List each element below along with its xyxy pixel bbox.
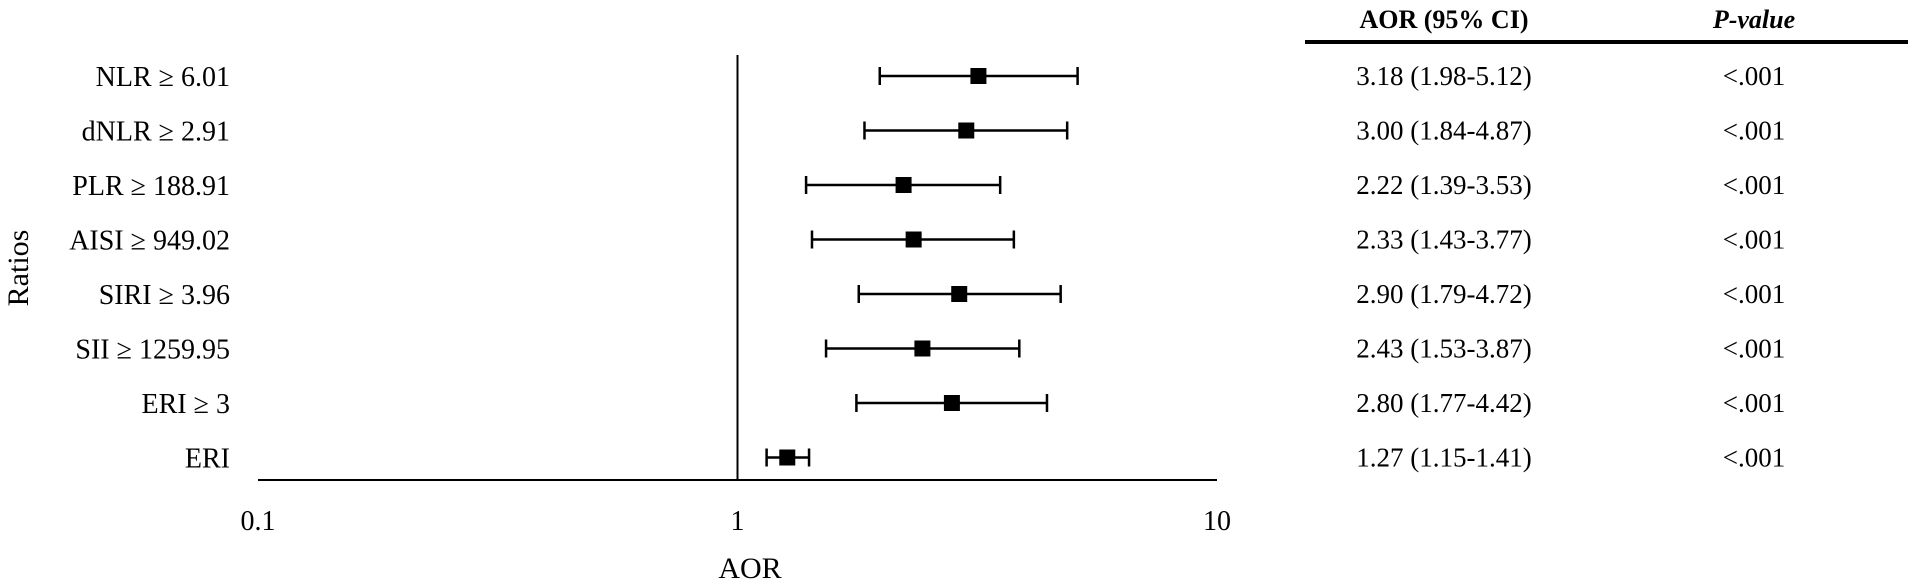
plot-marks: NLR ≥ 6.01 dNLR ≥ 2.91 PLR ≥ 188.91 AISI ≥ …: [69, 62, 1079, 475]
row-label: ERI ≥ 3: [142, 389, 230, 420]
aor-ci-value: 2.80 (1.77-4.42): [1356, 388, 1531, 418]
point-estimate-marker: [905, 231, 922, 248]
table-row: 2.43 (1.53-3.87) <.001: [1356, 334, 1785, 364]
aor-ci-value: 2.33 (1.43-3.77): [1356, 225, 1531, 255]
p-value: <.001: [1723, 61, 1785, 91]
x-tick-label: 10: [1203, 506, 1231, 537]
row-label: AISI ≥ 949.02: [69, 226, 230, 257]
forest-row: PLR ≥ 188.91: [72, 171, 1002, 202]
point-estimate-marker: [943, 395, 960, 411]
x-tick-label: 0.1: [241, 506, 276, 537]
forest-row: SII ≥ 1259.95: [75, 335, 1021, 366]
p-value: <.001: [1723, 170, 1785, 200]
table-row: 2.90 (1.79-4.72) <.001: [1356, 279, 1785, 309]
table-header-aor: AOR (95% CI): [1360, 5, 1529, 34]
y-axis-label: Ratios: [2, 230, 35, 307]
x-tick-label: 1: [731, 506, 745, 537]
point-estimate-marker: [951, 286, 968, 302]
forest-row: ERI ≥ 3: [142, 389, 1049, 420]
aor-ci-value: 2.90 (1.79-4.72): [1356, 279, 1531, 309]
row-label: dNLR ≥ 2.91: [82, 117, 230, 148]
row-label: NLR ≥ 6.01: [96, 62, 230, 93]
row-label: SIRI ≥ 3.96: [99, 280, 230, 311]
x-tick-labels: 0.1 1 10: [241, 506, 1232, 537]
p-value: <.001: [1723, 116, 1785, 146]
table-row: 1.27 (1.15-1.41) <.001: [1356, 443, 1785, 473]
x-axis-label: AOR: [718, 552, 781, 584]
point-estimate-marker: [914, 340, 931, 357]
table-row: 3.18 (1.98-5.12) <.001: [1356, 61, 1785, 91]
p-value: <.001: [1723, 225, 1785, 255]
table-rows: 3.18 (1.98-5.12) <.001 3.00 (1.84-4.87) <.0…: [1356, 61, 1785, 473]
table-header-p-value: P-value: [1712, 5, 1795, 34]
point-estimate-marker: [958, 122, 975, 139]
aor-ci-value: 3.00 (1.84-4.87): [1356, 116, 1531, 146]
aor-ci-value: 2.22 (1.39-3.53): [1356, 170, 1531, 200]
point-estimate-marker: [895, 177, 912, 193]
aor-ci-value: 1.27 (1.15-1.41): [1356, 443, 1531, 473]
point-estimate-marker: [779, 449, 796, 466]
forest-row: ERI: [185, 444, 811, 475]
aor-ci-value: 2.43 (1.53-3.87): [1356, 334, 1531, 364]
results-table: AOR (95% CI) P-value: [1305, 5, 1908, 44]
p-value: <.001: [1723, 388, 1785, 418]
point-estimate-marker: [970, 68, 987, 84]
row-label: PLR ≥ 188.91: [72, 171, 230, 202]
aor-ci-value: 3.18 (1.98-5.12): [1356, 61, 1531, 91]
p-value: <.001: [1723, 279, 1785, 309]
forest-row: dNLR ≥ 2.91: [82, 117, 1069, 148]
table-row: 2.22 (1.39-3.53) <.001: [1356, 170, 1785, 200]
forest-row: AISI ≥ 949.02: [69, 226, 1016, 257]
row-label: SII ≥ 1259.95: [75, 335, 230, 366]
table-row: 3.00 (1.84-4.87) <.001: [1356, 116, 1785, 146]
forest-row: SIRI ≥ 3.96: [99, 280, 1062, 311]
plot-axes: AOR Ratios: [2, 55, 1217, 584]
forest-row: NLR ≥ 6.01: [96, 62, 1079, 93]
table-row: 2.33 (1.43-3.77) <.001: [1356, 225, 1785, 255]
table-row: 2.80 (1.77-4.42) <.001: [1356, 388, 1785, 418]
row-label: ERI: [185, 444, 230, 475]
p-value: <.001: [1723, 443, 1785, 473]
p-value: <.001: [1723, 334, 1785, 364]
